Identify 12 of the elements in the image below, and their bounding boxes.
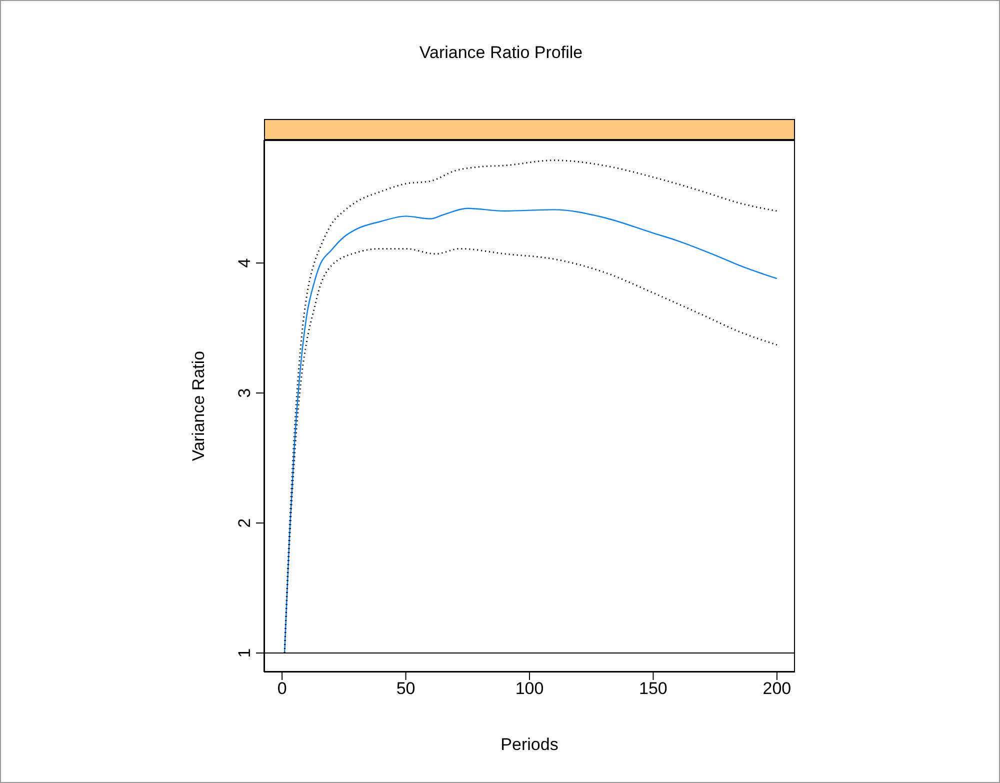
y-tick-label: 4 <box>235 258 254 268</box>
y-axis-title: Variance Ratio <box>189 350 209 462</box>
x-tick-label: 200 <box>762 679 792 698</box>
x-tick-label: 150 <box>639 679 668 698</box>
y-tick-label: 3 <box>235 388 254 398</box>
chart-title: Variance Ratio Profile <box>418 43 584 63</box>
x-tick-label: 0 <box>277 679 287 698</box>
x-tick-label: 50 <box>396 679 416 698</box>
x-axis-title: Periods <box>500 735 560 755</box>
y-tick-label: 1 <box>235 648 254 658</box>
y-tick-label: 2 <box>235 518 254 528</box>
x-tick-label: 100 <box>515 679 544 698</box>
